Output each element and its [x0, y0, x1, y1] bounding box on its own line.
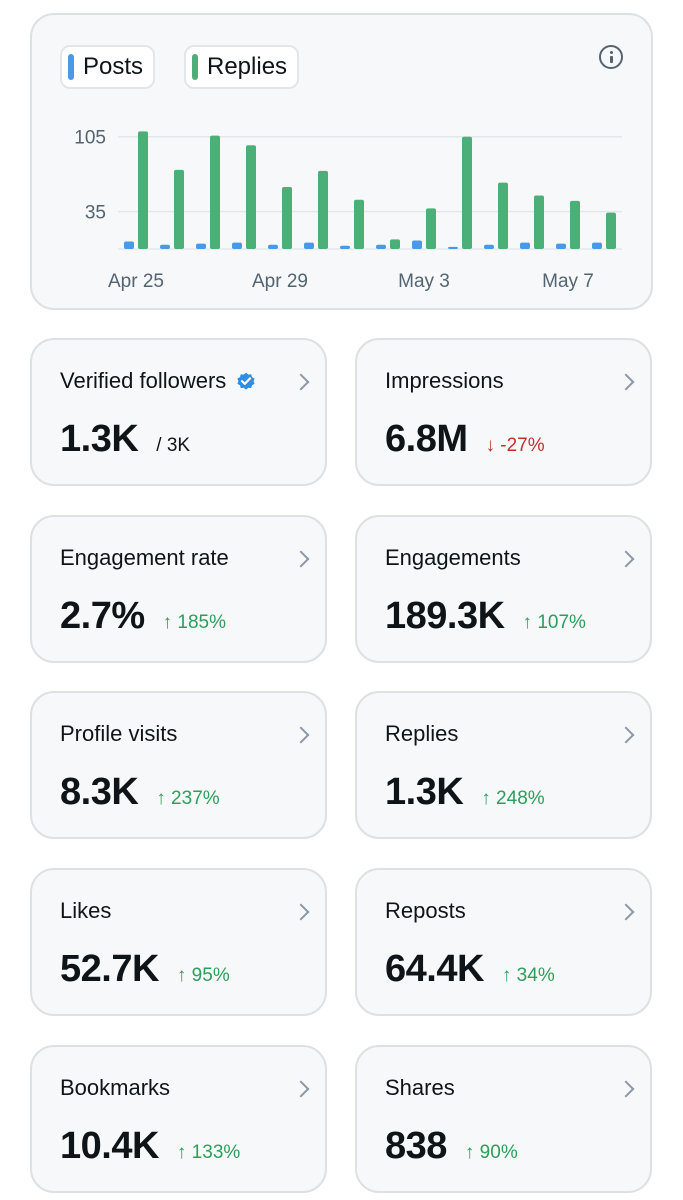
metric-value: 6.8M	[385, 418, 468, 460]
bar-replies-6[interactable]	[318, 170, 328, 249]
info-circle-icon[interactable]	[599, 45, 623, 69]
metric-card-likes[interactable]: Likes 52.7K ↑ 95%	[30, 868, 327, 1016]
legend-replies-label: Replies	[207, 53, 288, 80]
bar-replies-12[interactable]	[534, 195, 544, 249]
chevron-right-icon	[292, 550, 310, 568]
metric-title: Impressions	[385, 368, 504, 393]
chevron-right-icon	[292, 373, 310, 391]
chevron-right-icon	[617, 373, 635, 391]
metric-change: ↑ 248%	[481, 788, 545, 809]
metric-title-text: Verified followers	[60, 368, 227, 393]
metric-title: Profile visits	[60, 721, 178, 746]
bar-replies-1[interactable]	[138, 131, 148, 249]
x-tick-label: May 3	[398, 271, 450, 292]
replies-swatch	[192, 54, 198, 80]
bar-replies-7[interactable]	[354, 199, 364, 249]
bar-posts-13[interactable]	[556, 243, 566, 249]
metric-value: 838	[385, 1125, 447, 1167]
metric-change: ↑ 237%	[156, 788, 220, 809]
chart-card: 35 105 Apr 25 Apr 29 May 3 May 7 Posts Replie…	[30, 13, 653, 310]
posts-swatch	[68, 54, 74, 80]
bar-posts-6[interactable]	[304, 242, 314, 249]
metric-total: / 3K	[156, 435, 191, 456]
metric-title: Reposts	[385, 898, 466, 923]
x-tick-label: Apr 25	[108, 271, 164, 292]
verified-badge-icon	[237, 372, 255, 390]
bar-posts-11[interactable]	[484, 244, 494, 249]
metric-title: Engagement rate	[60, 545, 229, 570]
metric-value: 2.7%	[60, 595, 145, 637]
metric-change: ↑ 133%	[176, 1142, 241, 1163]
chevron-right-icon	[292, 1080, 310, 1098]
bar-posts-5[interactable]	[268, 244, 278, 249]
bar-replies-9[interactable]	[426, 208, 436, 249]
metric-value: 64.4K	[385, 948, 484, 990]
bar-replies-8[interactable]	[390, 239, 400, 249]
metric-title: Shares	[385, 1075, 455, 1100]
metric-card-impressions[interactable]: Impressions 6.8M ↓ -27%	[355, 338, 652, 486]
bar-replies-11[interactable]	[498, 182, 508, 249]
metric-card-verified-followers[interactable]: Verified followers 1.3K / 3K	[30, 338, 327, 486]
metric-card-bookmarks[interactable]: Bookmarks 10.4K ↑ 133%	[30, 1045, 327, 1193]
metric-change: ↑ 90%	[464, 1142, 518, 1163]
x-tick-label: Apr 29	[252, 271, 308, 292]
bar-chart: 35 105 Apr 25 Apr 29 May 3 May 7	[74, 128, 622, 292]
bar-replies-4[interactable]	[246, 145, 256, 249]
bar-posts-8[interactable]	[376, 244, 386, 249]
y-tick-label: 35	[85, 203, 106, 224]
bar-replies-3[interactable]	[210, 135, 220, 249]
bar-replies-5[interactable]	[282, 186, 292, 249]
metric-card-profile-visits[interactable]: Profile visits 8.3K ↑ 237%	[30, 691, 327, 839]
bar-replies-10[interactable]	[462, 136, 472, 249]
bar-replies-13[interactable]	[570, 200, 580, 249]
metric-card-shares[interactable]: Shares 838 ↑ 90%	[355, 1045, 652, 1193]
metric-change: ↓ -27%	[485, 435, 545, 456]
metric-change: ↑ 185%	[162, 612, 226, 633]
bar-posts-2[interactable]	[160, 244, 170, 249]
metric-value: 52.7K	[60, 948, 159, 990]
x-tick-label: May 7	[542, 271, 594, 292]
metric-title: Engagements	[385, 545, 521, 570]
metric-change: ↑ 107%	[522, 612, 586, 633]
chevron-right-icon	[617, 1080, 635, 1098]
metric-value: 1.3K	[385, 771, 464, 813]
chevron-right-icon	[292, 726, 310, 744]
bar-posts-10[interactable]	[448, 246, 458, 249]
bar-posts-12[interactable]	[520, 242, 530, 249]
bar-posts-7[interactable]	[340, 245, 350, 249]
metric-card-reposts[interactable]: Reposts 64.4K ↑ 34%	[355, 868, 652, 1016]
metric-title: Replies	[385, 721, 459, 746]
bar-posts-14[interactable]	[592, 242, 602, 249]
metric-title: Bookmarks	[60, 1075, 171, 1100]
metric-title: Verified followers	[60, 368, 256, 394]
y-tick-label: 105	[74, 128, 106, 149]
bar-posts-4[interactable]	[232, 242, 242, 249]
metric-card-engagements[interactable]: Engagements 189.3K ↑ 107%	[355, 515, 652, 663]
chevron-right-icon	[617, 550, 635, 568]
bar-posts-3[interactable]	[196, 243, 206, 249]
chevron-right-icon	[617, 726, 635, 744]
legend-posts-label: Posts	[83, 53, 144, 80]
metric-value: 189.3K	[385, 595, 505, 637]
metric-card-engagement-rate[interactable]: Engagement rate 2.7% ↑ 185%	[30, 515, 327, 663]
legend-posts-button[interactable]: Posts	[60, 45, 156, 89]
metric-value: 1.3K	[60, 418, 139, 460]
metric-change: ↑ 95%	[176, 965, 230, 986]
metric-title: Likes	[60, 898, 112, 923]
metric-value: 8.3K	[60, 771, 139, 813]
bar-replies-14[interactable]	[606, 212, 616, 249]
legend-replies-button[interactable]: Replies	[184, 45, 300, 89]
bar-posts-1[interactable]	[124, 241, 134, 249]
metric-value: 10.4K	[60, 1125, 159, 1167]
metric-card-replies[interactable]: Replies 1.3K ↑ 248%	[355, 691, 652, 839]
bar-replies-2[interactable]	[174, 169, 184, 249]
chevron-right-icon	[617, 903, 635, 921]
bar-posts-9[interactable]	[412, 240, 422, 249]
metric-change: ↑ 34%	[501, 965, 555, 986]
chevron-right-icon	[292, 903, 310, 921]
